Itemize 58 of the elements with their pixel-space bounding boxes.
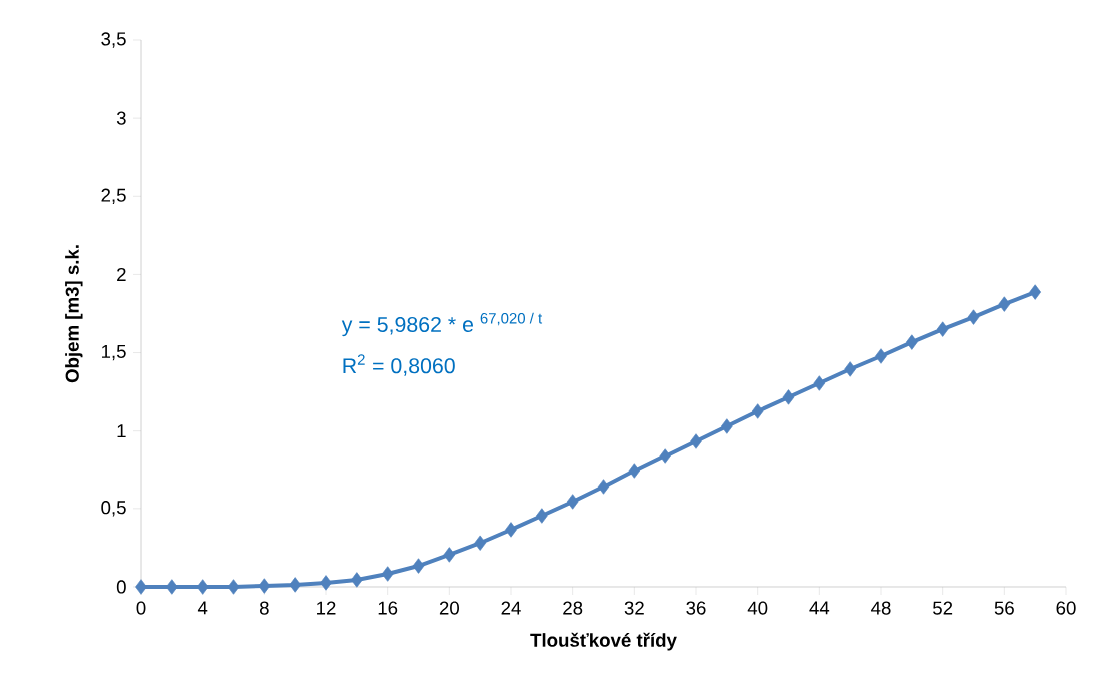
x-tick-label: 4 (197, 601, 208, 615)
x-tick-label: 32 (624, 601, 644, 615)
point (166, 579, 178, 595)
x-tick-label: 0 (136, 601, 146, 615)
point (659, 448, 672, 464)
point (443, 547, 456, 563)
point (566, 494, 579, 510)
point (690, 433, 702, 449)
y-tick-label: 2 (117, 267, 126, 281)
point (628, 463, 641, 479)
point (721, 418, 733, 434)
annotation: y = 5,9862 * e $^{67,020 / t}$ (341, 312, 543, 337)
x-tick-label: 56 (994, 601, 1014, 615)
annotation: R$^{2}$ = 0,8060 (343, 354, 455, 376)
point (597, 479, 610, 495)
point (906, 334, 918, 350)
point (320, 575, 332, 591)
y-tick-label: 3 (116, 111, 126, 125)
x-tick-label: 52 (933, 601, 953, 615)
point (782, 389, 795, 405)
point (227, 579, 240, 595)
point (875, 348, 887, 364)
x-axis-title: Tloušťkové třídy (530, 632, 677, 651)
point (536, 508, 548, 524)
x-tick-label: 12 (317, 601, 336, 615)
point (998, 296, 1011, 312)
point (936, 321, 949, 337)
x-tick-label: 28 (563, 601, 583, 615)
y-tick-label: 0,5 (101, 501, 126, 517)
y-tick-label: 2,5 (101, 188, 126, 204)
point (505, 522, 517, 538)
y-tick-label: 3,5 (101, 32, 126, 48)
y-tick-label: 1,5 (101, 344, 126, 361)
point (289, 577, 302, 593)
point (474, 535, 487, 551)
x-tick-label: 48 (871, 601, 891, 615)
y-tick-label: 1 (117, 424, 126, 438)
point (813, 375, 826, 391)
point (844, 361, 857, 377)
point (967, 309, 980, 325)
point (135, 579, 147, 595)
x-tick-label: 20 (439, 601, 459, 615)
x-tick-label: 36 (686, 601, 706, 615)
point (751, 403, 764, 419)
point (258, 578, 271, 594)
point (196, 579, 209, 595)
point (1029, 284, 1042, 300)
x-tick-label: 8 (259, 601, 269, 615)
x-tick-label: 60 (1056, 601, 1076, 615)
x-tick-label: 24 (501, 601, 521, 615)
point (381, 566, 394, 582)
point (351, 572, 363, 588)
y-axis-title: Objem [m3] s.k. (65, 245, 83, 383)
y-tick-label: 0 (116, 580, 126, 594)
point (412, 558, 425, 574)
x-tick-label: 16 (378, 601, 398, 615)
x-tick-label: 44 (809, 601, 830, 615)
x-tick-label: 40 (747, 601, 768, 615)
